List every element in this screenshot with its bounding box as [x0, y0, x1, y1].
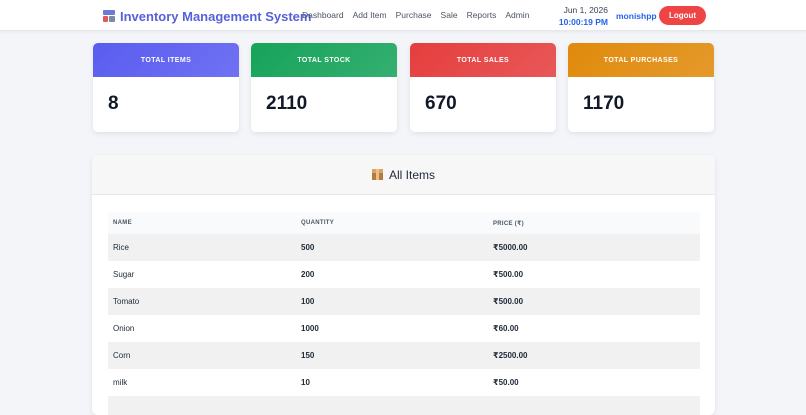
stat-card-total-items: TOTAL ITEMS 8 — [93, 43, 239, 132]
cell-price: ₹50.00 — [493, 378, 519, 387]
cell-name: Tomato — [113, 297, 140, 306]
stat-card-total-stock: TOTAL STOCK 2110 — [251, 43, 397, 132]
stat-value: 8 — [108, 93, 119, 114]
cell-quantity: 100 — [301, 297, 315, 306]
table-row[interactable]: Onion 1000 ₹60.00 — [108, 315, 700, 342]
cell-price: ₹60.00 — [493, 324, 519, 333]
table-row[interactable]: milk 10 ₹50.00 — [108, 369, 700, 396]
username: monishpp — [616, 11, 657, 21]
cell-price: ₹500.00 — [493, 297, 524, 306]
table-row[interactable]: Sugar 200 ₹500.00 — [108, 261, 700, 288]
cell-price: ₹5000.00 — [493, 243, 528, 252]
stat-label: TOTAL PURCHASES — [568, 43, 714, 77]
nav-dashboard[interactable]: Dashboard — [302, 10, 344, 20]
table-header: NAME QUANTITY PRICE (₹) — [108, 212, 700, 234]
cell-name: milk — [113, 378, 128, 387]
brand[interactable]: Inventory Management System — [103, 7, 311, 25]
current-date: Jun 1, 2026 — [563, 5, 608, 15]
cell-name: Rice — [113, 243, 130, 252]
nav-reports[interactable]: Reports — [466, 10, 497, 20]
cell-quantity: 150 — [301, 351, 315, 360]
panel-header: All Items — [92, 155, 715, 195]
table-row[interactable]: Tomato 100 ₹500.00 — [108, 288, 700, 315]
cell-name: Sugar — [113, 270, 135, 279]
nav-admin[interactable]: Admin — [505, 10, 530, 20]
column-header-quantity[interactable]: QUANTITY — [301, 220, 335, 226]
brand-title[interactable]: Inventory Management System — [120, 8, 312, 24]
panel-title: All Items — [388, 167, 435, 182]
current-time: 10:00:19 PM — [558, 17, 608, 27]
stat-card-total-sales: TOTAL SALES 670 — [410, 43, 556, 132]
stat-card-total-purchases: TOTAL PURCHASES 1170 — [568, 43, 714, 132]
stat-label: TOTAL STOCK — [251, 43, 397, 77]
all-items-panel: All Items NAME QUANTITY PRICE (₹) Rice 5… — [92, 155, 715, 415]
cell-name: Corn — [113, 351, 131, 360]
cell-price: ₹2500.00 — [493, 351, 528, 360]
stat-label: TOTAL SALES — [410, 43, 556, 77]
cell-quantity: 500 — [301, 243, 315, 252]
table-row[interactable]: Corn 150 ₹2500.00 — [108, 342, 700, 369]
logout-button[interactable]: Logout — [659, 6, 706, 25]
cell-name: Onion — [113, 324, 135, 333]
column-header-price[interactable]: PRICE (₹) — [493, 220, 524, 227]
stat-label: TOTAL ITEMS — [93, 43, 239, 77]
nav-add-item[interactable]: Add Item — [352, 10, 387, 20]
stat-value: 670 — [425, 93, 457, 114]
cell-price: ₹500.00 — [493, 270, 524, 279]
top-navbar: Inventory Management System Dashboard Ad… — [0, 0, 806, 31]
nav-sale[interactable]: Sale — [440, 10, 458, 20]
package-icon — [371, 169, 383, 180]
inventory-icon — [103, 10, 115, 22]
nav-links: Dashboard Add Item Purchase Sale Reports… — [302, 10, 538, 20]
nav-purchase[interactable]: Purchase — [395, 10, 432, 20]
stat-value: 2110 — [266, 93, 308, 114]
column-header-name[interactable]: NAME — [113, 220, 132, 226]
cell-quantity: 200 — [301, 270, 315, 279]
items-table: NAME QUANTITY PRICE (₹) Rice 500 ₹5000.0… — [108, 212, 700, 415]
stat-value: 1170 — [583, 93, 625, 114]
table-row[interactable]: Rice 500 ₹5000.00 — [108, 234, 700, 261]
cell-quantity: 10 — [301, 378, 310, 387]
cell-quantity: 1000 — [301, 324, 319, 333]
